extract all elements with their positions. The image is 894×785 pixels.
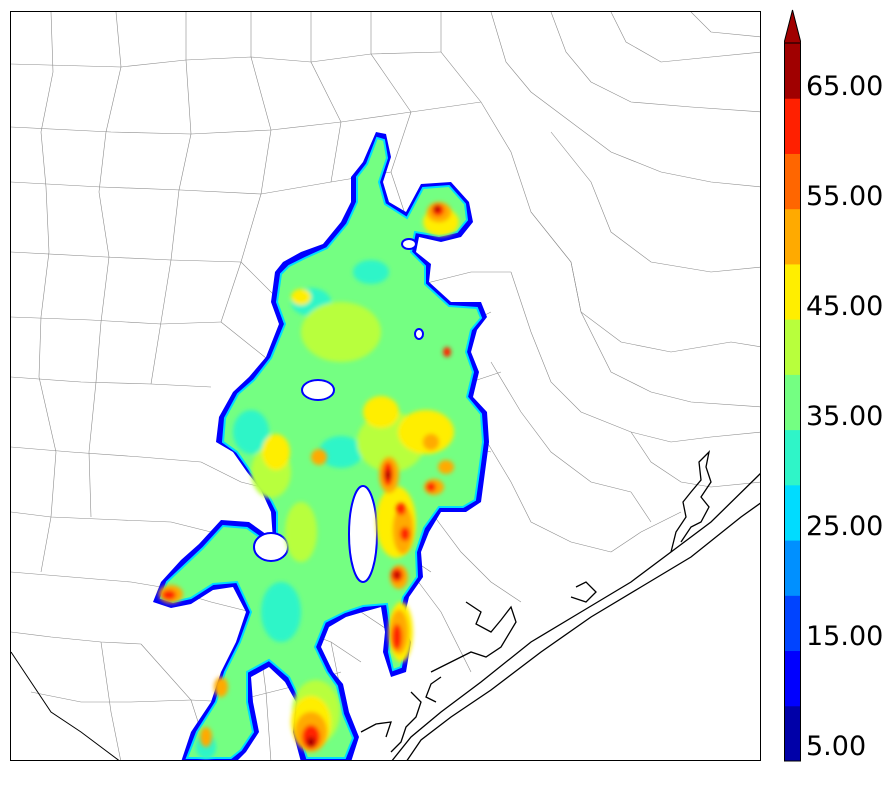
precip-gap [401,238,417,250]
colorbar-segment [784,705,801,762]
precip-darkred-core [394,572,400,578]
colorbar-segment [784,319,801,375]
precip-orange-cell [311,449,327,465]
precip-red-cell [400,527,410,541]
colorbar-segment [784,98,801,154]
colorbar-label-45: 45.00 [806,291,884,322]
colorbar-segment [784,153,801,210]
colorbar-label-65: 65.00 [806,71,884,102]
precip-lime-patch [301,302,381,362]
precip-darkred-core [434,206,440,212]
precip-cyan-patch [319,436,363,468]
precip-orange-cell [214,677,228,697]
county-boundaries [11,12,760,760]
colorbar-frame [784,42,801,762]
precip-gap [348,485,378,583]
colorbar-segment [784,374,801,431]
precip-cyan-patch [353,260,389,284]
colorbar-label-15: 15.00 [806,621,884,652]
precip-red-cell [396,503,406,515]
precip-yellow-patch [363,396,399,428]
precip-orange-cell [423,434,439,450]
precip-orange-cell [438,460,454,474]
precip-yellow-patch [262,434,290,470]
colorbar-extend-arrow [784,9,801,44]
colorbar-segment [784,540,801,596]
map-canvas [11,12,760,760]
precip-darkred-core [307,737,315,747]
colorbar-segment [784,263,801,320]
precip-cyan-patch [233,410,269,454]
precip-red-cell [392,624,402,650]
colorbar-segment [784,484,801,541]
precipitation-field [153,132,489,760]
colorbar-label-5: 5.00 [806,731,867,762]
precip-lime-patch [285,502,317,562]
precip-red-cell [426,482,436,492]
colorbar-segment [784,650,801,707]
colorbar-segment [784,208,801,265]
precip-yellow-patch [291,289,311,305]
coastline [360,450,760,760]
precip-gap [253,532,289,562]
colorbar-segment [784,429,801,486]
precip-red-cell [162,590,176,600]
colorbar-segment [784,43,801,99]
precipitation-map [10,11,761,761]
colorbar-segment [784,595,801,652]
colorbar-label-35: 35.00 [806,401,884,432]
precip-darkred-core [385,470,391,480]
precip-orange-cell [200,727,212,747]
precip-gap [414,328,424,340]
colorbar [784,9,801,762]
colorbar-label-55: 55.00 [806,181,884,212]
precip-cyan-patch [261,582,301,642]
state-border [11,651,120,760]
precip-red-cell [443,347,451,357]
precip-yellow-patch [398,410,454,454]
precip-gap [301,379,335,401]
colorbar-label-25: 25.00 [806,511,884,542]
